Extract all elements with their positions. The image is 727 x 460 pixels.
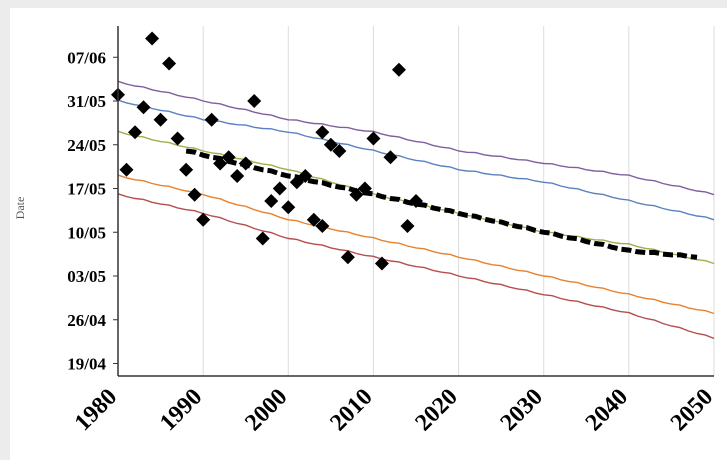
observed-point	[400, 219, 415, 233]
y-tick-label: 19/04	[67, 355, 106, 374]
observed-point	[179, 162, 194, 177]
chart-svg: 19/04 26/04 03/05 10/05 17/05 24/05 31/05 07/06…	[13, 26, 718, 436]
observed-point	[349, 187, 364, 202]
y-axis-label: Date	[13, 197, 27, 220]
x-tick-label: 2000	[240, 384, 292, 436]
observed-point	[340, 250, 355, 265]
y-tick-label: 17/05	[67, 180, 106, 199]
observed-point	[357, 181, 372, 196]
observed-point	[374, 256, 389, 271]
x-tick-label: 1980	[70, 384, 122, 436]
trend-line-2	[117, 99, 715, 221]
observed-point	[162, 56, 177, 71]
y-tick-labels: 19/04 26/04 03/05 10/05 17/05 24/05 31/05 07/06	[67, 48, 106, 373]
observed-point	[170, 131, 185, 146]
observed-point	[128, 125, 143, 140]
observed-point	[145, 31, 160, 46]
y-tick-label: 07/06	[67, 48, 106, 67]
y-tick-label: 03/05	[67, 267, 106, 286]
x-tick-label: 1990	[155, 384, 207, 436]
observed-point	[247, 94, 262, 108]
y-tick-label: 31/05	[67, 92, 106, 111]
observed-point	[315, 125, 330, 140]
observed-point	[391, 62, 406, 77]
trend-line-6	[117, 193, 715, 340]
observed-point	[204, 112, 219, 127]
observed-point	[323, 137, 338, 152]
observed-point	[272, 181, 287, 196]
observed-point	[315, 219, 330, 233]
x-tick-label: 2040	[581, 384, 633, 436]
observed-point	[230, 169, 245, 183]
trend-lines-layer	[117, 80, 715, 340]
trend-line-1	[117, 80, 715, 196]
observed-point	[383, 150, 398, 165]
axes-layer	[113, 26, 714, 377]
observed-point	[264, 194, 279, 208]
y-tick-label: 24/05	[67, 136, 106, 155]
observed-point	[153, 112, 168, 127]
observed-point	[187, 187, 202, 202]
trend-line-5	[117, 174, 715, 315]
x-tick-label: 2050	[666, 384, 718, 436]
observed-point	[366, 131, 381, 146]
x-tick-labels: 1980 1990 2000 2010 2020 2030 2040 2050	[70, 384, 718, 436]
x-tick-label: 2020	[410, 384, 462, 436]
observed-point	[281, 200, 296, 215]
observed-point	[255, 231, 270, 246]
observed-point	[213, 156, 228, 171]
x-tick-label: 2030	[496, 384, 548, 436]
observed-point	[221, 150, 236, 165]
observed-point	[332, 144, 347, 158]
observed-point	[298, 169, 313, 183]
observed-point	[306, 212, 321, 227]
observed-point	[289, 175, 304, 190]
x-tick-label: 2010	[325, 384, 377, 436]
chart-frame: 19/04 26/04 03/05 10/05 17/05 24/05 31/05 07/06…	[10, 8, 727, 460]
observed-point	[238, 156, 253, 171]
trend-line-4	[185, 148, 698, 260]
observed-point	[136, 100, 151, 115]
observed-point	[409, 194, 423, 208]
y-tick-label: 26/04	[67, 311, 106, 330]
observed-point	[119, 162, 134, 177]
observed-point	[196, 212, 211, 227]
y-tick-label: 10/05	[67, 223, 106, 242]
